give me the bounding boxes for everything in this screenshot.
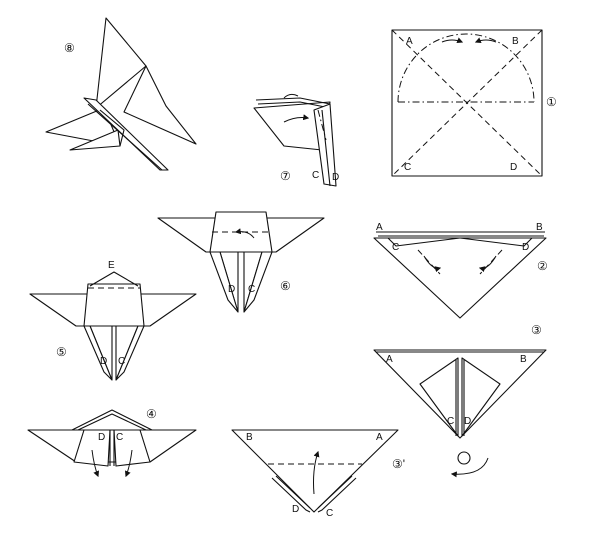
step-number: ① <box>546 95 557 109</box>
edge-line <box>275 475 311 509</box>
body-panel <box>83 283 145 327</box>
tail-edge <box>209 251 239 313</box>
label-c: C <box>392 242 399 253</box>
label-c: C <box>248 284 255 295</box>
label-a: A <box>406 36 413 47</box>
step-7: C D ⑦ <box>253 93 339 187</box>
label-b: B <box>512 36 519 47</box>
crease <box>77 413 147 431</box>
step-1: A B C D ① <box>391 29 557 177</box>
diagonal-fold-line <box>391 29 543 177</box>
folded-flap-right <box>461 357 501 437</box>
label-d: D <box>98 432 105 443</box>
fold-arrow-icon <box>124 449 133 478</box>
step-number: ⑥ <box>280 279 291 293</box>
flap-left <box>73 429 111 467</box>
top-flap <box>71 409 153 431</box>
label-c: C <box>404 162 411 173</box>
upper-wing-front <box>123 65 197 145</box>
label-b: B <box>536 222 543 233</box>
paper-triangle <box>231 429 399 513</box>
crease <box>321 109 331 187</box>
label-c: C <box>118 356 125 367</box>
step-8: ⑧ <box>45 17 197 171</box>
label-b: B <box>520 354 527 365</box>
paper-square <box>391 29 543 177</box>
label-d: D <box>522 242 529 253</box>
turn-over-icon <box>457 451 471 465</box>
step-4: D C ④ <box>27 407 197 478</box>
fold-arrow-icon <box>234 228 255 239</box>
label-d: D <box>292 504 299 515</box>
upper-wing-back <box>95 17 147 109</box>
edge-line <box>317 477 357 513</box>
label-c: C <box>116 432 123 443</box>
turn-over-arrow-icon <box>450 457 489 478</box>
step-number: ④ <box>146 407 157 421</box>
label-c: C <box>312 170 319 181</box>
tail-edge <box>83 325 113 381</box>
fold-arrow-icon <box>313 450 320 495</box>
fold-arrow-icon <box>478 255 497 273</box>
step-5: E D C ⑤ <box>29 260 197 381</box>
label-a: A <box>376 432 383 443</box>
tail-edge <box>115 325 145 381</box>
edge-line <box>257 101 331 109</box>
fold-line <box>417 249 441 275</box>
edge-line <box>255 97 331 105</box>
fold-arrow-icon <box>441 37 464 44</box>
label-a: A <box>376 222 383 233</box>
folded-flap-left <box>419 357 459 437</box>
step-3-prime: B A D C ③' <box>231 429 489 519</box>
label-c: C <box>447 416 454 427</box>
fold-arrow-icon <box>283 114 310 123</box>
arc-guide-line <box>397 33 535 103</box>
flap <box>387 237 461 247</box>
fold-arrow-icon <box>91 449 100 478</box>
label-d: D <box>464 416 471 427</box>
step-2: A B C D ② <box>373 222 548 319</box>
tail-side <box>313 103 337 187</box>
step-number: ⑤ <box>56 345 67 359</box>
label-b: B <box>246 432 253 443</box>
label-c: C <box>326 508 333 519</box>
step-3: A B C D ③ <box>373 323 547 439</box>
step-number: ③ <box>531 323 542 337</box>
step-number: ② <box>537 259 548 273</box>
fold-arrow-icon <box>474 37 497 44</box>
fold-arrow-icon <box>423 255 442 273</box>
fold-arrow-icon <box>283 93 299 99</box>
label-d: D <box>100 356 107 367</box>
paper-triangle <box>373 349 547 439</box>
step-6: D C ⑥ <box>157 211 325 313</box>
paper-triangle <box>373 237 547 319</box>
lower-wing-front <box>69 129 121 151</box>
crease <box>99 109 125 147</box>
flap <box>459 237 533 247</box>
tail-edge <box>243 251 273 313</box>
step-number: ③' <box>392 457 405 471</box>
fold-line <box>317 109 327 141</box>
wing-body <box>27 429 197 463</box>
edge-line <box>317 475 353 509</box>
label-a: A <box>386 354 393 365</box>
label-e: E <box>108 260 115 271</box>
label-d: D <box>510 162 517 173</box>
flap-right <box>113 429 151 467</box>
label-d: D <box>332 172 339 183</box>
crease <box>89 271 139 287</box>
edge-line <box>271 477 311 513</box>
label-d: D <box>228 284 235 295</box>
step-number: ⑧ <box>64 41 75 55</box>
crease <box>87 103 163 171</box>
step-number: ⑦ <box>280 169 291 183</box>
fold-line <box>479 249 503 275</box>
